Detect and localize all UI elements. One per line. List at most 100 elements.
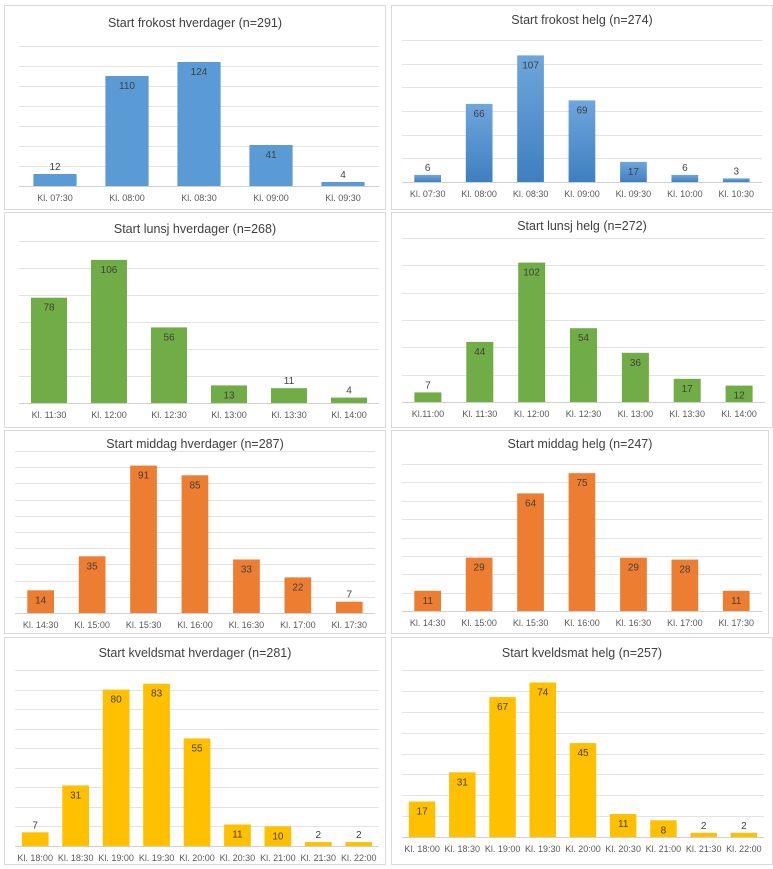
data-label: 45 xyxy=(577,748,589,759)
x-tick-label: Kl. 20:30 xyxy=(220,853,256,863)
x-tick-label: Kl. 17:00 xyxy=(667,618,703,628)
x-tick-label: Kl. 09:30 xyxy=(616,189,652,199)
data-label: 2 xyxy=(316,830,322,841)
x-tick-labels: Kl. 18:00 Kl. 18:30 Kl. 19:00 Kl. 19:30 Kl. … xyxy=(17,853,376,863)
bar xyxy=(331,397,367,403)
data-label: 13 xyxy=(223,390,235,401)
data-label: 102 xyxy=(523,268,540,279)
data-labels: 78 106 56 13 11 4 xyxy=(43,265,352,402)
bar xyxy=(151,327,187,403)
data-label: 7 xyxy=(347,590,353,601)
x-tick-label: Kl. 12:30 xyxy=(151,410,187,420)
data-labels: 7 44 102 54 36 17 12 xyxy=(425,268,745,402)
bar-chart: 17 31 67 74 45 11 8 2 2 Kl. 18:00 Kl. 18:30 Kl. 19:… xyxy=(402,670,764,854)
x-tick-labels: Kl. 18:00 Kl. 18:30 Kl. 19:00 Kl. 19:30 Kl. … xyxy=(404,844,761,854)
data-label: 2 xyxy=(356,830,362,841)
x-tick-labels: Kl. 14:30 Kl. 15:00 Kl. 15:30 Kl. 16:00 Kl. … xyxy=(23,620,367,630)
bar xyxy=(183,738,211,846)
data-label: 4 xyxy=(346,386,352,397)
data-label: 7 xyxy=(32,820,38,831)
data-label: 6 xyxy=(425,163,431,174)
chart-panel-frokost-helg: Start frokost helg (n=274) 6 66 107 69 17 6 3 K… xyxy=(391,5,773,210)
chart-panel-middag-helg: Start middag helg (n=247) 11 29 64 75 29 28 11… xyxy=(391,430,769,634)
x-tick-label: Kl. 07:30 xyxy=(37,193,73,203)
data-label: 2 xyxy=(741,821,747,832)
x-tick-label: Kl. 15:30 xyxy=(513,618,549,628)
bar xyxy=(408,801,436,837)
bar xyxy=(181,475,209,613)
data-label: 8 xyxy=(661,825,667,836)
x-tick-label: Kl. 14:00 xyxy=(721,409,757,419)
data-label: 64 xyxy=(525,498,537,509)
data-label: 22 xyxy=(292,582,304,593)
bars xyxy=(408,682,758,837)
bar xyxy=(33,174,77,186)
data-label: 11 xyxy=(618,819,629,830)
chart-panel-frokost-hverdager: Start frokost hverdager (n=291) 12 110 124… xyxy=(4,5,386,210)
x-tick-label: Kl. 09:30 xyxy=(325,193,361,203)
bar-chart: 11 29 64 75 29 28 11 Kl. 14:30 Kl. 15:00 Kl. 15:3… xyxy=(402,464,762,628)
x-tick-labels: Kl. 11:30 Kl. 12:00 Kl. 12:30 Kl. 13:00 Kl. … xyxy=(32,410,367,420)
x-tick-label: Kl. 08:30 xyxy=(181,193,217,203)
data-labels: 12 110 124 41 4 xyxy=(49,67,346,181)
chart-title: Start lunsj helg (n=272) xyxy=(517,219,647,233)
bar xyxy=(620,557,647,611)
bar xyxy=(102,689,130,846)
x-tick-label: Kl. 17:30 xyxy=(332,620,368,630)
bar xyxy=(284,577,312,613)
bar xyxy=(609,814,637,837)
bar xyxy=(673,378,701,402)
x-tick-label: Kl. 12:00 xyxy=(514,409,550,419)
x-tick-label: Kl. 21:30 xyxy=(686,844,722,854)
bar xyxy=(224,824,251,846)
data-label: 11 xyxy=(423,596,434,607)
bar xyxy=(621,352,649,402)
x-tick-label: Kl. 12:30 xyxy=(566,409,602,419)
bar xyxy=(568,473,596,611)
bar xyxy=(465,103,493,182)
bar xyxy=(671,559,699,611)
x-tick-label: Kl. 20:00 xyxy=(565,844,601,854)
gridlines xyxy=(19,241,379,377)
bar xyxy=(264,826,292,846)
data-label: 28 xyxy=(679,565,691,576)
bar xyxy=(690,832,717,837)
data-label: 14 xyxy=(35,595,47,606)
bar xyxy=(517,55,544,182)
x-tick-labels: Kl. 07:30 Kl. 08:00 Kl. 08:30 Kl. 09:00 Kl. … xyxy=(410,189,754,199)
bars xyxy=(414,55,750,182)
x-tick-label: Kl. 16:30 xyxy=(229,620,265,630)
chart-panel-kveldsmat-helg: Start kveldsmat helg (n=257) 17 31 67 74 45 1… xyxy=(391,637,773,865)
x-tick-label: Kl. 19:00 xyxy=(98,853,134,863)
data-label: 78 xyxy=(43,303,55,314)
data-label: 110 xyxy=(119,81,135,92)
x-tick-label: Kl. 22:00 xyxy=(726,844,762,854)
bar xyxy=(271,388,307,403)
x-tick-label: Kl. 10:30 xyxy=(719,189,755,199)
x-tick-label: Kl. 20:30 xyxy=(605,844,641,854)
x-tick-label: Kl. 13:30 xyxy=(271,410,307,420)
data-label: 7 xyxy=(425,380,431,391)
x-tick-labels: Kl. 14:30 Kl. 15:00 Kl. 15:30 Kl. 16:00 Kl. … xyxy=(410,618,754,628)
chart-panel-lunsj-helg: Start lunsj helg (n=272) 7 44 102 54 36 17 12 K… xyxy=(391,212,773,428)
x-tick-label: Kl. 13:30 xyxy=(669,409,705,419)
chart-panel-middag-hverdager: Start middag hverdager (n=287) 14 35 91 85 3… xyxy=(4,430,386,634)
bar xyxy=(466,341,494,402)
x-tick-label: Kl. 08:00 xyxy=(109,193,145,203)
data-label: 54 xyxy=(578,333,590,344)
bar-chart: 7 44 102 54 36 17 12 Kl.11:00 Kl. 11:30 Kl. 12:00… xyxy=(402,238,765,419)
data-label: 17 xyxy=(682,384,694,395)
data-label: 35 xyxy=(87,561,99,572)
bar xyxy=(671,174,699,182)
bars xyxy=(27,465,363,613)
x-tick-label: Kl. 21:00 xyxy=(646,844,682,854)
chart-panel-kveldsmat-hverdager: Start kveldsmat hverdager (n=281) 7 31 80 8… xyxy=(4,637,386,865)
data-labels: 11 29 64 75 29 28 11 xyxy=(423,478,742,607)
x-tick-label: Kl. 18:30 xyxy=(58,853,94,863)
data-label: 107 xyxy=(522,60,539,71)
data-label: 83 xyxy=(151,689,163,700)
data-label: 85 xyxy=(189,480,201,491)
x-tick-label: Kl. 22:00 xyxy=(341,853,377,863)
